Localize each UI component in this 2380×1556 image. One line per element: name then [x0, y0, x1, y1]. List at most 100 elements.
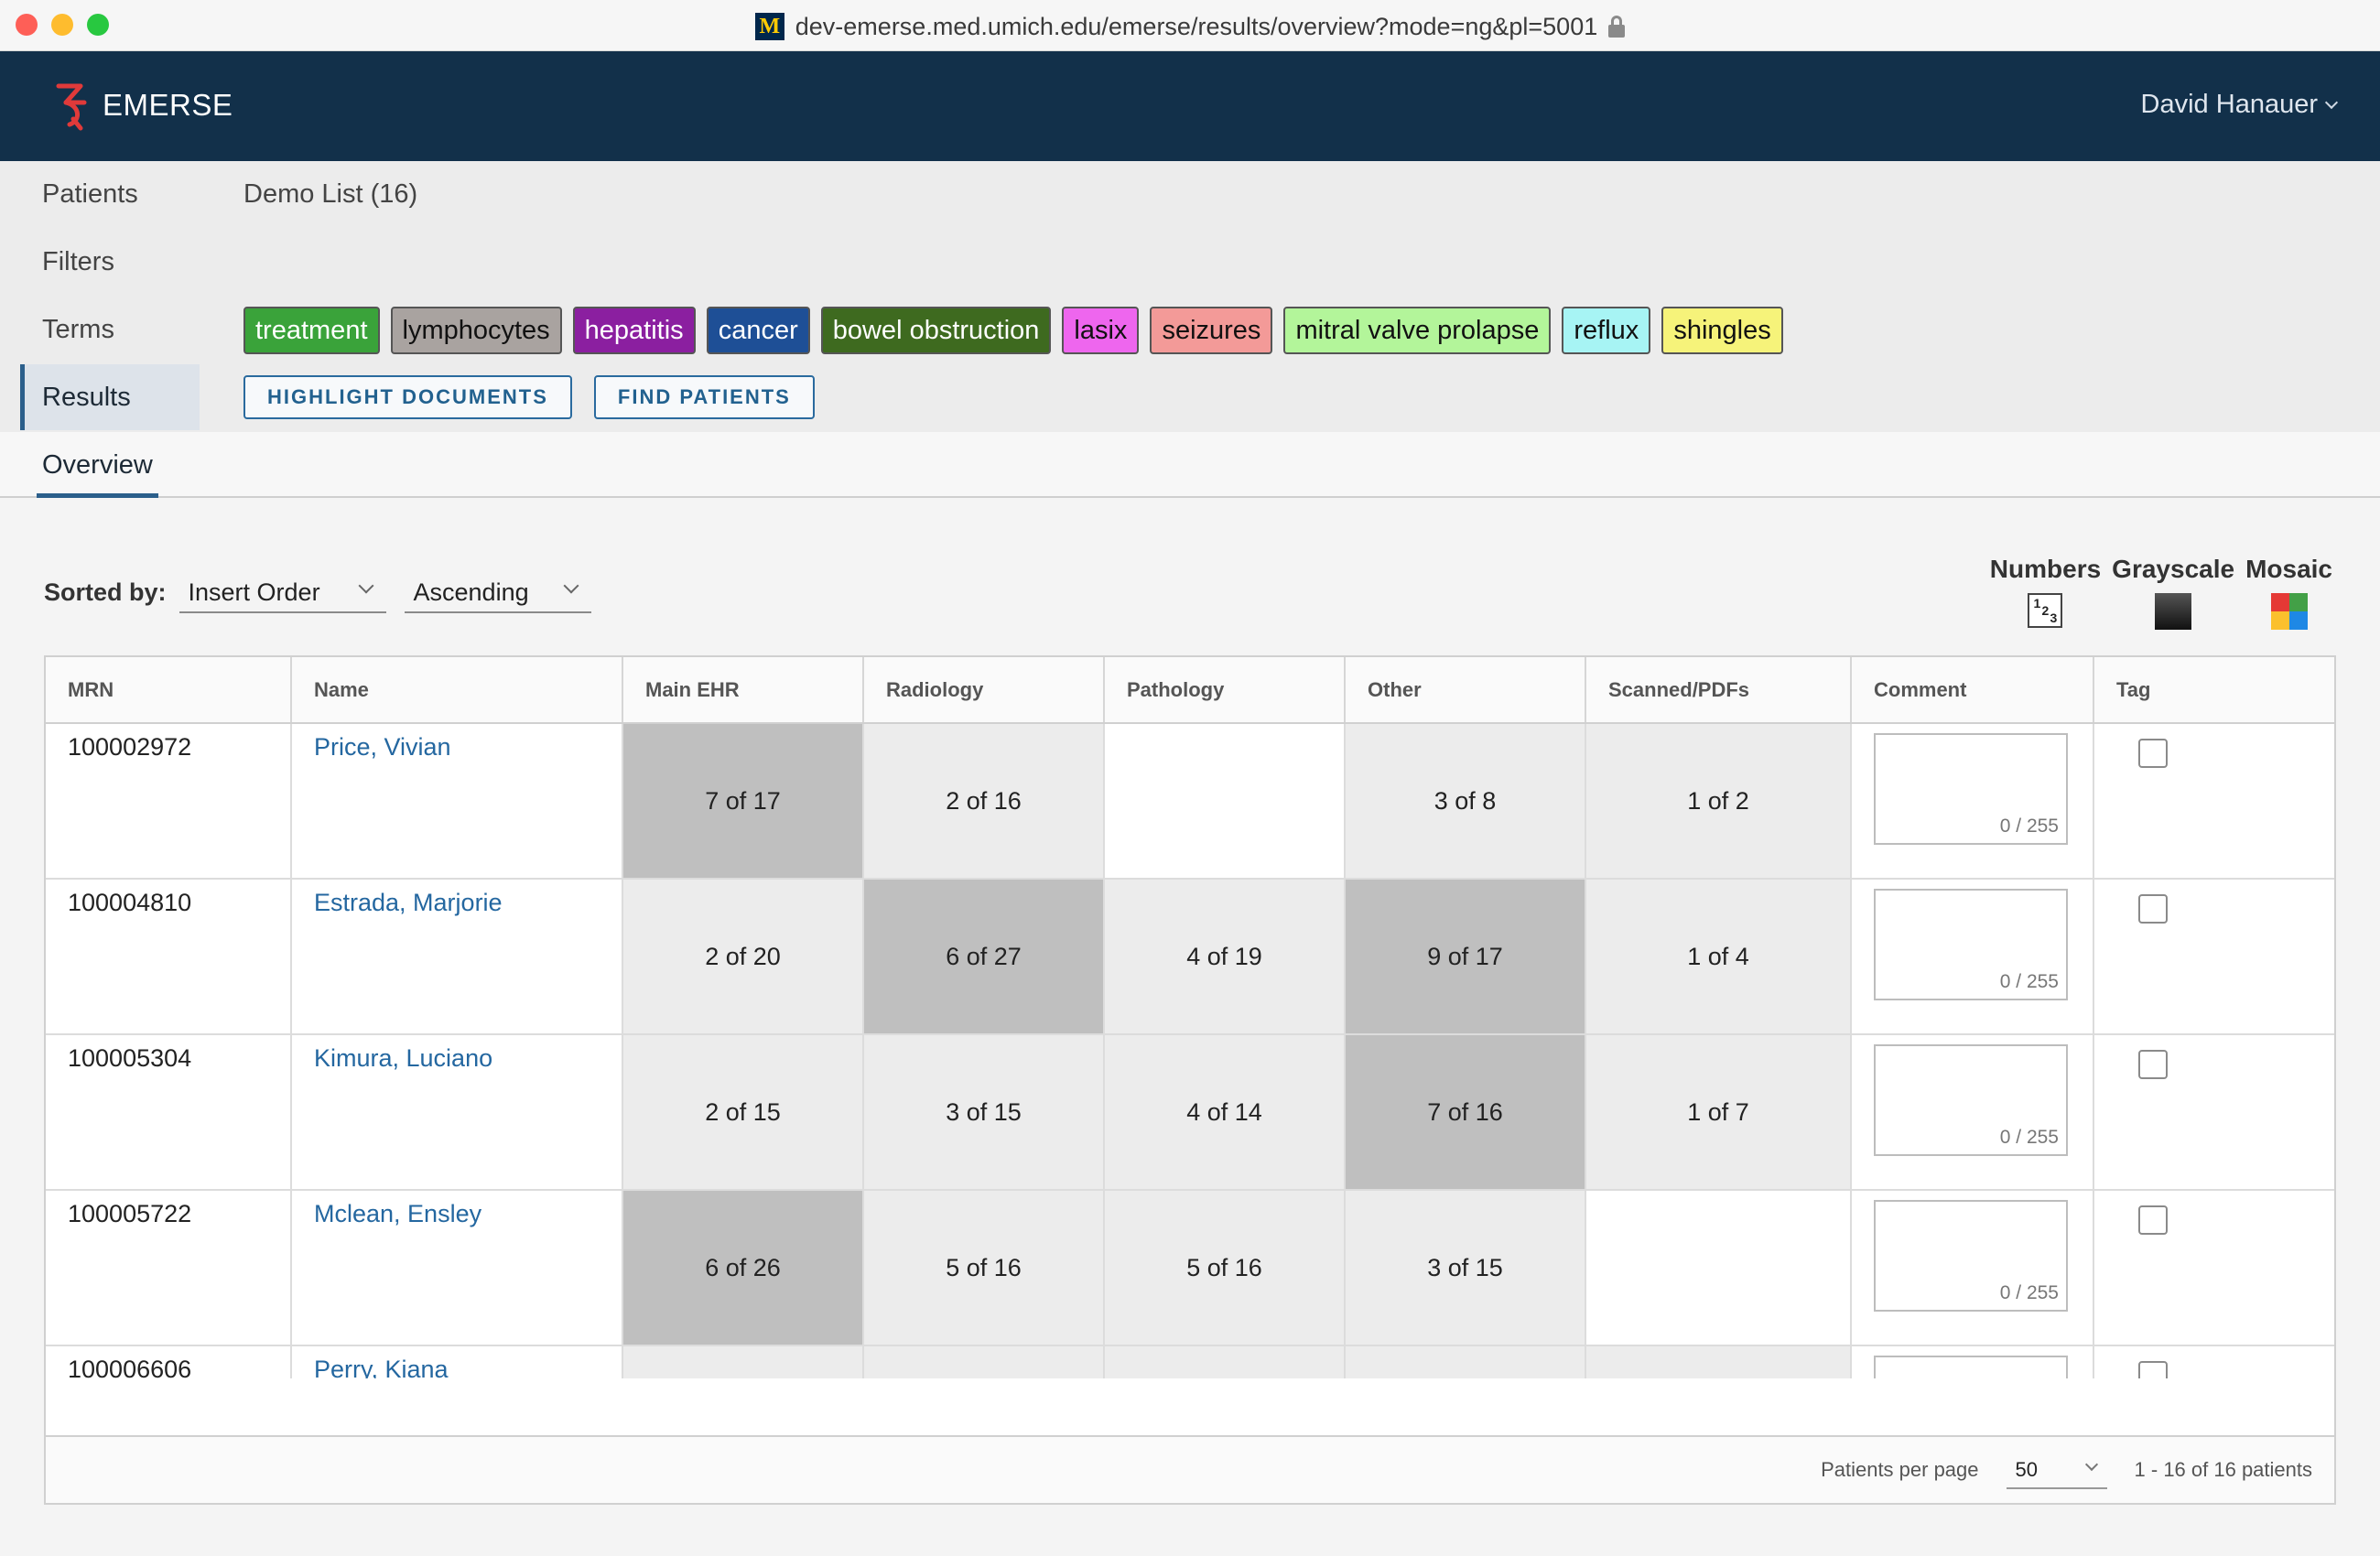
term-chip[interactable]: seizures — [1150, 307, 1273, 354]
sort-direction-select[interactable]: Ascending — [404, 571, 591, 613]
term-chip[interactable]: hepatitis — [572, 307, 696, 354]
radiology-cell[interactable]: 5 of 16 — [863, 1190, 1105, 1346]
mrn-cell: 100002972 — [46, 723, 292, 880]
tab-overview[interactable]: Overview — [37, 432, 158, 498]
main-ehr-cell[interactable]: 6 of 26 — [622, 1190, 864, 1346]
col-header-scanned[interactable]: Scanned/PDFs — [1585, 657, 1852, 724]
table-scroll-area[interactable]: MRN Name Main EHR Radiology Pathology Ot… — [46, 657, 2334, 1378]
scanned-cell[interactable] — [1585, 1190, 1852, 1346]
maximize-window-button[interactable] — [87, 14, 109, 36]
mosaic-view-button[interactable]: Mosaic — [2245, 555, 2332, 630]
comment-char-count: 0 / 255 — [1999, 1127, 2059, 1148]
comment-input[interactable]: 0 / 255 — [1874, 889, 2068, 1000]
sort-direction-value: Ascending — [413, 578, 529, 606]
comment-input[interactable]: 0 / 255 — [1874, 1200, 2068, 1312]
patient-name-link[interactable]: Price, Vivian — [291, 723, 623, 880]
main-ehr-cell[interactable]: 2 of 20 — [622, 879, 864, 1035]
address-bar[interactable]: M dev-emerse.med.umich.edu/emerse/result… — [0, 11, 2380, 42]
radiology-cell[interactable]: 6 of 27 — [863, 879, 1105, 1035]
sidebar-item-results[interactable]: Results — [20, 364, 200, 430]
radiology-cell[interactable]: 2 of 16 — [863, 723, 1105, 880]
col-header-tag: Tag — [2093, 657, 2334, 724]
patient-name-link[interactable]: Perry, Kiana — [291, 1345, 623, 1378]
grayscale-view-label: Grayscale — [2112, 555, 2235, 583]
col-header-other[interactable]: Other — [1345, 657, 1586, 724]
emerse-logo-icon — [56, 83, 87, 131]
sidebar-item-terms[interactable]: Terms — [42, 315, 114, 344]
find-patients-button[interactable]: FIND PATIENTS — [593, 375, 815, 419]
comment-char-count: 0 / 255 — [1999, 1282, 2059, 1303]
other-cell[interactable]: 3 of 8 — [1345, 723, 1586, 880]
comment-cell: 0 / 255 — [1851, 723, 2094, 880]
col-header-pathology[interactable]: Pathology — [1104, 657, 1346, 724]
tag-checkbox[interactable] — [2138, 1361, 2168, 1378]
term-chip[interactable]: shingles — [1661, 307, 1783, 354]
pathology-cell[interactable]: 4 of 20 — [1104, 1345, 1346, 1378]
table-header-row: MRN Name Main EHR Radiology Pathology Ot… — [46, 657, 2334, 724]
term-chip[interactable]: cancer — [706, 307, 810, 354]
term-chip[interactable]: lasix — [1062, 307, 1140, 354]
table-row: 100005722 Mclean, Ensley 6 of 26 5 of 16 5 o… — [46, 1190, 2334, 1346]
term-chip[interactable]: reflux — [1562, 307, 1651, 354]
scanned-cell[interactable]: 1 of 4 — [1585, 879, 1852, 1035]
pathology-cell[interactable]: 4 of 19 — [1104, 879, 1346, 1035]
comment-input[interactable]: 0 / 255 — [1874, 1044, 2068, 1156]
tag-checkbox[interactable] — [2138, 739, 2168, 768]
scanned-cell[interactable]: 1 of 7 — [1585, 1034, 1852, 1191]
scanned-cell[interactable]: 1 of 2 — [1585, 723, 1852, 880]
sidebar-item-filters[interactable]: Filters — [42, 247, 114, 276]
minimize-window-button[interactable] — [51, 14, 73, 36]
scanned-cell[interactable]: 2 of 6 — [1585, 1345, 1852, 1378]
brand[interactable]: EMERSE — [53, 79, 233, 132]
other-cell[interactable]: 3 of 15 — [1345, 1190, 1586, 1346]
patient-name-link[interactable]: Mclean, Ensley — [291, 1190, 623, 1346]
tag-checkbox[interactable] — [2138, 894, 2168, 924]
col-header-name[interactable]: Name — [291, 657, 623, 724]
grayscale-view-button[interactable]: Grayscale — [2112, 555, 2234, 630]
radiology-cell[interactable]: 3 of 15 — [863, 1034, 1105, 1191]
patient-name-link[interactable]: Kimura, Luciano — [291, 1034, 623, 1191]
main-ehr-cell[interactable]: 2 of 15 — [622, 1034, 864, 1191]
close-window-button[interactable] — [16, 14, 38, 36]
term-chips: treatment lymphocytes hepatitis cancer bowel… — [243, 307, 1783, 354]
col-header-mrn[interactable]: MRN — [46, 657, 292, 724]
pathology-cell[interactable] — [1104, 723, 1346, 880]
term-chip[interactable]: mitral valve prolapse — [1283, 307, 1552, 354]
brand-label: EMERSE — [103, 88, 233, 122]
patient-list-title[interactable]: Demo List (16) — [243, 179, 418, 209]
tag-cell — [2093, 723, 2334, 880]
comment-input[interactable]: 0 / 255 — [1874, 733, 2068, 845]
user-menu[interactable]: David Hanauer — [2140, 90, 2339, 120]
sidebar-item-patients[interactable]: Patients — [42, 179, 138, 209]
sort-order-select[interactable]: Insert Order — [178, 571, 386, 613]
tag-cell — [2093, 1190, 2334, 1346]
comment-cell: 0 / 255 — [1851, 1034, 2094, 1191]
term-chip[interactable]: bowel obstruction — [820, 307, 1052, 354]
term-chip[interactable]: treatment — [243, 307, 380, 354]
tag-cell — [2093, 1345, 2334, 1378]
radiology-cell[interactable]: 2 of 8 — [863, 1345, 1105, 1378]
col-header-main-ehr[interactable]: Main EHR — [622, 657, 864, 724]
term-chip[interactable]: lymphocytes — [390, 307, 562, 354]
main-ehr-cell[interactable]: 2 of 16 — [622, 1345, 864, 1378]
pathology-cell[interactable]: 5 of 16 — [1104, 1190, 1346, 1346]
other-cell[interactable]: 7 of 16 — [1345, 1034, 1586, 1191]
comment-input[interactable]: 0 / 255 — [1874, 1356, 2068, 1378]
user-name: David Hanauer — [2140, 90, 2318, 119]
comment-cell: 0 / 255 — [1851, 879, 2094, 1035]
col-header-radiology[interactable]: Radiology — [863, 657, 1105, 724]
highlight-documents-button[interactable]: HIGHLIGHT DOCUMENTS — [243, 375, 572, 419]
tag-checkbox[interactable] — [2138, 1205, 2168, 1235]
tab-bar: Overview — [0, 432, 2380, 498]
tag-checkbox[interactable] — [2138, 1050, 2168, 1079]
patient-name-link[interactable]: Estrada, Marjorie — [291, 879, 623, 1035]
pathology-cell[interactable]: 4 of 14 — [1104, 1034, 1346, 1191]
other-cell[interactable]: 5 of 12 — [1345, 1345, 1586, 1378]
comment-char-count: 0 / 255 — [1999, 971, 2059, 992]
main-ehr-cell[interactable]: 7 of 17 — [622, 723, 864, 880]
other-cell[interactable]: 9 of 17 — [1345, 879, 1586, 1035]
per-page-select[interactable]: 50 — [2006, 1451, 2107, 1489]
results-table: MRN Name Main EHR Radiology Pathology Ot… — [44, 655, 2336, 1505]
